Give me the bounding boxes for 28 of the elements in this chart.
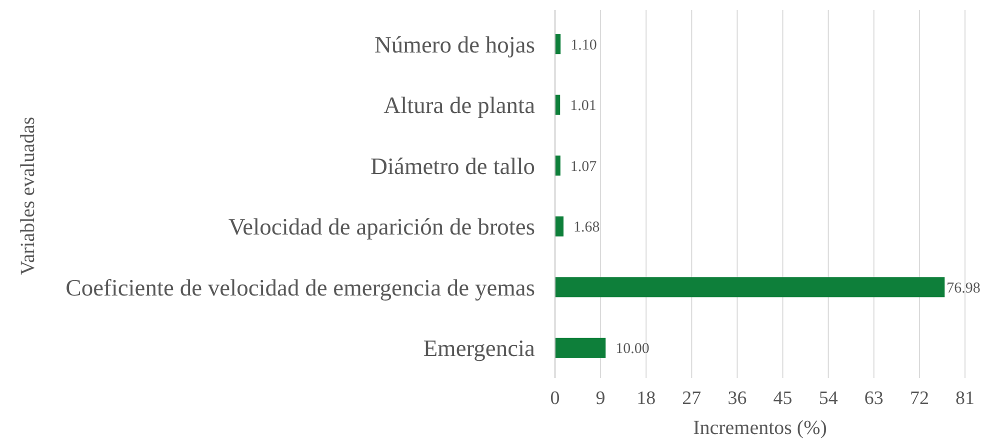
y-tick-label: Coeficiente de velocidad de emergencia de yemas (66, 275, 535, 302)
data-label: 76.98 (946, 280, 980, 296)
y-tick-label: Velocidad de aparición de brotes (228, 214, 535, 241)
data-label: 1.10 (570, 37, 597, 54)
x-tick-label: 45 (773, 388, 792, 409)
data-label: 1.07 (570, 158, 598, 175)
x-tick-label: 54 (818, 388, 838, 409)
x-tick-label: 36 (728, 388, 747, 409)
x-tick-label: 72 (910, 388, 929, 409)
data-label: 1.01 (570, 98, 596, 114)
y-tick-label: Diámetro de tallo (370, 154, 535, 180)
bar (555, 277, 945, 298)
y-tick-label: Altura de planta (384, 93, 536, 120)
x-tick-label: 0 (550, 388, 560, 409)
x-tick-label: 63 (864, 388, 884, 409)
x-tick-label: 27 (682, 388, 702, 409)
y-tick-label: Emergencia (423, 336, 536, 362)
x-tick-label: 81 (956, 388, 974, 409)
x-tick-label: 9 (596, 388, 606, 409)
data-label: 10.00 (616, 341, 650, 358)
bar (555, 156, 560, 176)
x-tick-label: 18 (636, 388, 656, 409)
bar (555, 338, 606, 358)
data-label: 1.68 (574, 220, 600, 236)
bar (555, 216, 564, 236)
x-axis-title: Incrementos (%) (693, 417, 827, 439)
y-axis-title: Variables evaluadas (17, 116, 39, 276)
y-tick-label: Número de hojas (374, 32, 535, 58)
